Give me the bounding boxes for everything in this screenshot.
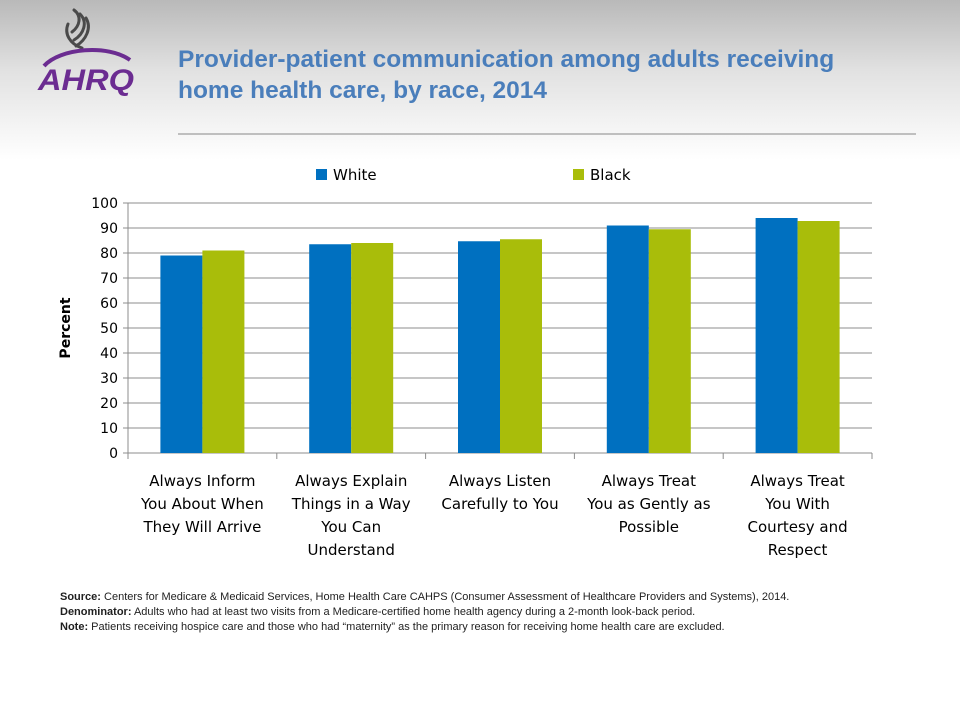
y-tick-label-100: 100 xyxy=(91,196,118,212)
x-tick-label-0-line-1: You About When xyxy=(140,495,264,513)
x-tick-label-1-line-0: Always Explain xyxy=(295,472,407,490)
title-line-2: home health care, by race, 2014 xyxy=(178,77,548,104)
note-label: Note: xyxy=(60,621,89,633)
x-tick-label-0-line-2: They Will Arrive xyxy=(142,518,261,536)
y-tick-label-70: 70 xyxy=(100,271,118,287)
bar-chart: 0 10 20 30 40 50 60 70 80 90 100 Percent Always Info… xyxy=(58,166,873,559)
source-note: Source: Centers for Medicare & Medicaid … xyxy=(60,590,860,605)
x-tick-label-4-line-3: Respect xyxy=(768,541,828,559)
x-tick-label-4-line-2: Courtesy and xyxy=(748,518,848,536)
denominator-text: Adults who had at least two visits from … xyxy=(133,606,696,618)
logo-swoosh-icon xyxy=(42,48,132,68)
ahrq-logo: AHRQ xyxy=(37,8,134,97)
bar-black-3 xyxy=(648,229,691,453)
title-line-1: Provider-patient communication among adu… xyxy=(178,46,835,73)
legend-swatch-black xyxy=(573,169,584,180)
y-tick-label-40: 40 xyxy=(100,346,118,362)
y-tick-label-60: 60 xyxy=(100,296,118,312)
bar-white-2 xyxy=(458,241,500,453)
footer-notes: Source: Centers for Medicare & Medicaid … xyxy=(60,590,860,635)
y-tick-label-10: 10 xyxy=(100,421,118,437)
x-tick-label-1-line-2: You Can xyxy=(320,518,381,536)
page-title: Provider-patient communication among adu… xyxy=(178,44,918,106)
x-tick-label-4-line-1: You With xyxy=(764,495,830,513)
bar-black-1 xyxy=(351,243,394,453)
bar-white-3 xyxy=(606,225,649,453)
legend-swatch-white xyxy=(316,169,327,180)
y-axis-label: Percent xyxy=(58,297,74,358)
x-tick-label-3-line-0: Always Treat xyxy=(602,472,697,490)
denominator-note: Denominator: Adults who had at least two… xyxy=(60,605,860,620)
legend-label-black: Black xyxy=(590,166,631,184)
x-tick-label-1-line-1: Things in a Way xyxy=(291,495,411,513)
bar-white-0 xyxy=(160,255,203,453)
y-tick-label-20: 20 xyxy=(100,396,118,412)
denominator-label: Denominator: xyxy=(60,606,132,618)
x-tick-label-0-line-0: Always Inform xyxy=(149,472,255,490)
bar-black-4 xyxy=(797,221,840,453)
x-tick-label-1-line-3: Understand xyxy=(308,541,395,559)
y-tick-label-50: 50 xyxy=(100,321,118,337)
y-tick-label-30: 30 xyxy=(100,371,118,387)
logo-text: AHRQ xyxy=(37,64,134,97)
bar-white-4 xyxy=(755,218,798,453)
y-tick-label-80: 80 xyxy=(100,246,118,262)
x-tick-label-3-line-1: You as Gently as xyxy=(586,495,711,513)
source-label: Source: xyxy=(60,591,101,603)
title-divider xyxy=(178,133,916,135)
x-tick-label-2-line-0: Always Listen xyxy=(449,472,551,490)
x-tick-label-2-line-1: Carefully to You xyxy=(441,495,558,513)
legend-label-white: White xyxy=(333,166,377,184)
y-tick-label-0: 0 xyxy=(109,446,118,462)
bar-black-2 xyxy=(500,239,542,453)
source-text: Centers for Medicare & Medicaid Services… xyxy=(104,591,790,603)
x-tick-label-3-line-2: Possible xyxy=(619,518,679,536)
note: Note: Patients receiving hospice care an… xyxy=(60,620,860,635)
hhs-eagle-icon xyxy=(65,8,90,50)
bar-white-1 xyxy=(309,244,352,453)
note-text: Patients receiving hospice care and thos… xyxy=(91,621,725,633)
x-tick-label-4-line-0: Always Treat xyxy=(750,472,845,490)
y-tick-label-90: 90 xyxy=(100,221,118,237)
bar-black-0 xyxy=(202,250,245,453)
